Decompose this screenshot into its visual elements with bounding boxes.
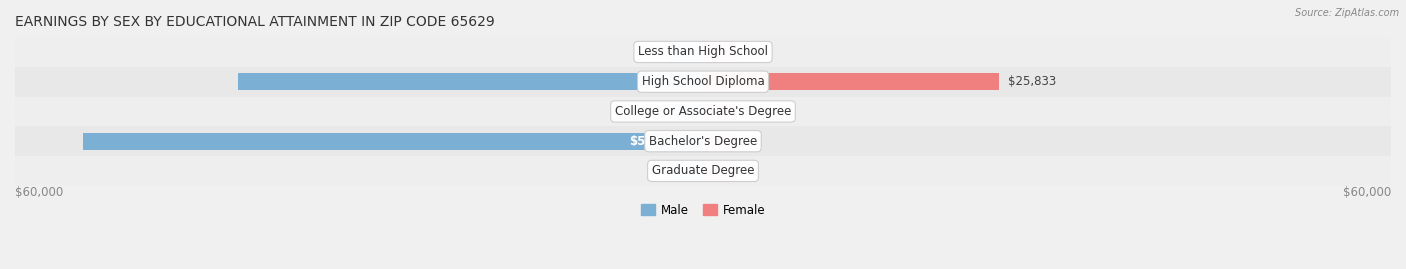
Text: $0: $0 [648, 164, 662, 177]
Bar [703, 73, 1000, 90]
Text: $0: $0 [744, 105, 758, 118]
Text: Bachelor's Degree: Bachelor's Degree [650, 135, 756, 148]
Bar [669, 103, 703, 120]
Bar [238, 73, 703, 90]
Bar [15, 126, 1391, 156]
Bar [15, 67, 1391, 97]
Text: $25,833: $25,833 [1008, 75, 1057, 88]
Legend: Male, Female: Male, Female [636, 199, 770, 221]
Text: $0: $0 [648, 105, 662, 118]
Text: $0: $0 [744, 135, 758, 148]
Text: Graduate Degree: Graduate Degree [652, 164, 754, 177]
Bar [669, 43, 703, 61]
Text: $0: $0 [648, 45, 662, 58]
Text: $60,000: $60,000 [15, 186, 63, 199]
Bar [15, 37, 1391, 67]
Bar [703, 103, 737, 120]
Text: EARNINGS BY SEX BY EDUCATIONAL ATTAINMENT IN ZIP CODE 65629: EARNINGS BY SEX BY EDUCATIONAL ATTAINMEN… [15, 15, 495, 29]
Bar [15, 97, 1391, 126]
Bar [669, 162, 703, 179]
Text: $54,028: $54,028 [628, 135, 682, 148]
Text: $0: $0 [744, 45, 758, 58]
Bar [703, 162, 737, 179]
Bar [15, 156, 1391, 186]
Bar [703, 133, 737, 150]
Text: College or Associate's Degree: College or Associate's Degree [614, 105, 792, 118]
Text: $0: $0 [744, 164, 758, 177]
Bar [703, 43, 737, 61]
Text: High School Diploma: High School Diploma [641, 75, 765, 88]
Text: Less than High School: Less than High School [638, 45, 768, 58]
Text: $40,577: $40,577 [647, 75, 700, 88]
Text: Source: ZipAtlas.com: Source: ZipAtlas.com [1295, 8, 1399, 18]
Text: $60,000: $60,000 [1343, 186, 1391, 199]
Bar [83, 133, 703, 150]
